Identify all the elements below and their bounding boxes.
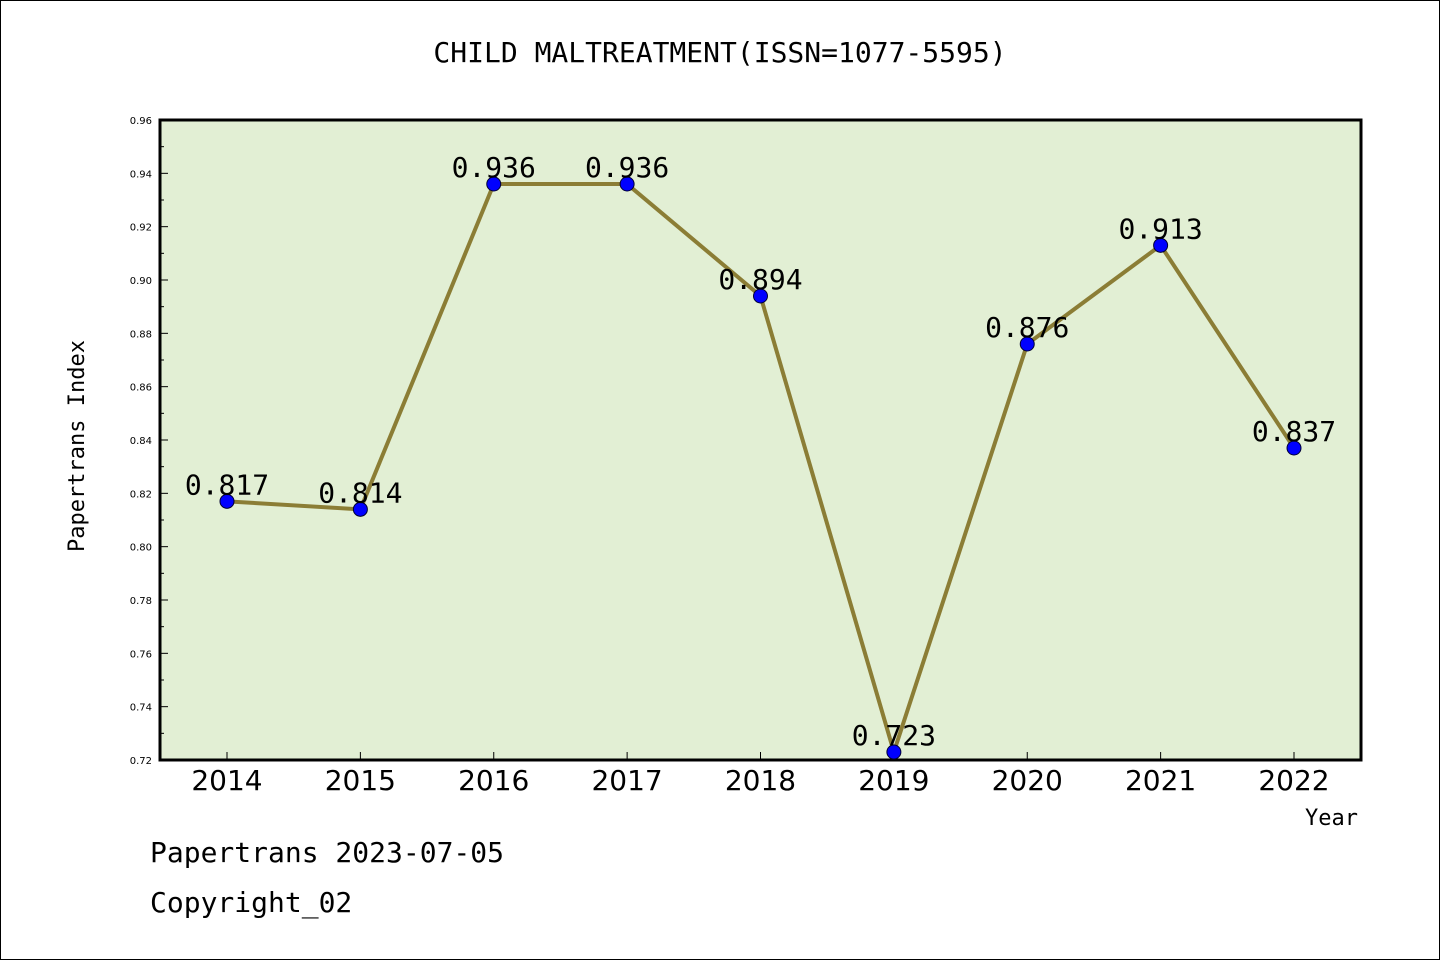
y-tick-label: 0.82 bbox=[130, 489, 152, 500]
x-tick-label: 2020 bbox=[992, 764, 1063, 797]
x-tick-label: 2014 bbox=[191, 764, 262, 797]
x-tick-label: 2019 bbox=[858, 764, 929, 797]
data-label: 0.837 bbox=[1252, 415, 1336, 448]
plot-area bbox=[158, 118, 1363, 762]
footer-copyright: Copyright_02 bbox=[150, 886, 353, 919]
data-label: 0.894 bbox=[718, 263, 802, 296]
x-tick-label: 2018 bbox=[725, 764, 796, 797]
x-tick-label: 2021 bbox=[1125, 764, 1196, 797]
data-label: 0.936 bbox=[585, 151, 669, 184]
data-label: 0.814 bbox=[318, 476, 402, 509]
data-labels: 0.817 0.814 0.936 0.936 0.894 0.723 0.876 0.913… bbox=[185, 151, 1336, 752]
data-label: 0.936 bbox=[452, 151, 536, 184]
data-point bbox=[1019, 336, 1035, 352]
x-tick-label: 2015 bbox=[325, 764, 396, 797]
data-point bbox=[1286, 440, 1302, 456]
series-markers bbox=[219, 176, 1302, 760]
x-tick-label: 2016 bbox=[458, 764, 529, 797]
y-tick-label: 0.88 bbox=[130, 329, 152, 340]
y-tick-label: 0.94 bbox=[130, 169, 152, 180]
y-tick-label: 0.92 bbox=[130, 223, 152, 234]
chart-title: CHILD MALTREATMENT(ISSN=1077-5595) bbox=[433, 36, 1007, 69]
x-axis-title: Year bbox=[1305, 806, 1358, 831]
data-label: 0.913 bbox=[1118, 212, 1202, 245]
y-tick-label: 0.86 bbox=[130, 383, 152, 394]
data-point bbox=[753, 288, 768, 304]
footer-date: Papertrans 2023-07-05 bbox=[150, 836, 505, 869]
x-tick-label: 2022 bbox=[1258, 764, 1329, 797]
data-point bbox=[352, 501, 368, 517]
y-tick-label: 0.80 bbox=[130, 543, 152, 554]
y-tick-label: 0.76 bbox=[130, 649, 152, 660]
y-tick-label: 0.96 bbox=[130, 116, 152, 127]
y-tick-label: 0.72 bbox=[130, 756, 152, 767]
data-point bbox=[219, 493, 235, 509]
data-point bbox=[1153, 237, 1169, 253]
data-point bbox=[886, 744, 902, 760]
y-tick-label: 0.78 bbox=[130, 596, 152, 607]
y-tick-label: 0.90 bbox=[130, 276, 152, 287]
data-point bbox=[619, 176, 635, 192]
x-axis-ticks: 2014 2015 2016 2017 2018 2019 2020 2021 2022 bbox=[191, 752, 1330, 797]
y-axis-ticks: 0.72 0.74 0.76 0.78 0.80 0.82 0.84 0.86 0.88 0.90… bbox=[130, 116, 168, 767]
data-point bbox=[486, 176, 502, 192]
data-label: 0.817 bbox=[185, 468, 269, 501]
data-label: 0.723 bbox=[852, 719, 936, 752]
y-tick-label: 0.74 bbox=[130, 703, 152, 714]
x-tick-label: 2017 bbox=[591, 764, 662, 797]
y-tick-label: 0.84 bbox=[130, 436, 152, 447]
data-label: 0.876 bbox=[985, 311, 1069, 344]
y-axis-title: Papertrans Index bbox=[65, 340, 90, 552]
